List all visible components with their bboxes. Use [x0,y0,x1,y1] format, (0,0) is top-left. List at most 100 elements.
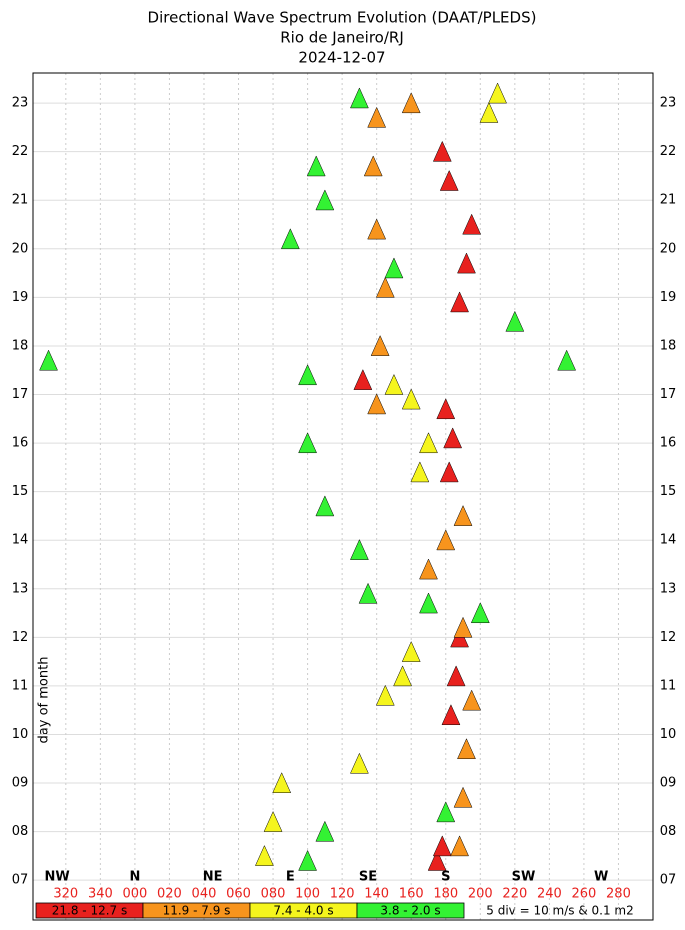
y-tick-label-right: 09 [660,776,677,791]
spectrum-peak [255,844,274,866]
y-tick-label: 19 [12,290,29,305]
legend-swatch [356,902,465,919]
spectrum-peak [446,665,466,687]
y-tick-label-right: 14 [660,533,677,548]
y-tick-label-right: 21 [660,193,677,208]
x-tick-label: 020 [157,887,182,902]
x-tick-label: 120 [330,887,355,902]
spectrum-peak [375,684,395,706]
spectrum-peak [315,495,335,517]
spectrum-peak [375,276,395,298]
y-tick-label: 17 [12,387,29,402]
spectrum-peak [401,641,421,662]
spectrum-peak [272,772,292,794]
x-tick-label: 000 [122,887,147,902]
x-tick-label: 040 [192,887,217,902]
spectrum-peak [432,140,452,162]
compass-label: N [129,870,140,885]
spectrum-peak [450,291,469,313]
y-tick-label-right: 08 [660,824,677,839]
spectrum-peak [419,432,438,454]
y-tick-label-right: 13 [660,581,677,596]
y-tick-label-right: 20 [660,241,677,256]
spectrum-peak [419,558,438,580]
compass-label: E [286,870,295,885]
x-tick-label: 060 [226,887,251,902]
compass-label: NW [45,870,70,885]
y-tick-label: 23 [12,96,29,111]
chart-title: Directional Wave Spectrum Evolution (DAA… [148,9,537,27]
x-tick-label: 240 [537,887,562,902]
y-tick-label: 10 [12,727,29,742]
spectrum-peak [457,252,476,274]
legend-label: 11.9 - 7.9 s [163,904,231,918]
spectrum-peak [315,820,335,842]
compass-label: W [594,870,608,885]
spectrum-peak [363,155,383,177]
spectrum-peak [353,369,373,390]
spectrum-peak [410,461,430,483]
spectrum-peak [384,257,404,279]
spectrum-peak [505,310,525,332]
spectrum-peak [462,689,482,711]
spectrum-peak [315,189,335,211]
x-tick-label: 260 [572,887,597,902]
spectrum-peak [436,529,456,551]
spectrum-peak [470,602,490,624]
y-tick-label-right: 17 [660,387,677,402]
spectrum-peak [488,82,507,104]
compass-label: SW [512,870,536,885]
y-tick-label: 12 [12,630,29,645]
compass-label: S [441,870,450,885]
compass-label: SE [359,870,377,885]
spectrum-peak [358,582,378,604]
spectrum-peak [439,461,459,483]
y-tick-label-right: 12 [660,630,677,645]
spectrum-peak [479,101,499,123]
y-tick-label-right: 10 [660,727,677,742]
spectrum-peak [462,213,482,235]
spectrum-peak [436,398,456,420]
spectrum-peak [401,388,421,410]
spectrum-peak [453,505,473,526]
x-tick-label: 100 [295,887,320,902]
spectrum-peak [298,849,317,871]
y-tick-label: 09 [12,776,29,791]
spectrum-peak [39,349,58,371]
spectrum-peak [441,704,461,726]
y-tick-label: 18 [12,338,29,353]
spectrum-peak [263,810,283,832]
spectrum-peak [298,364,317,386]
spectrum-peak [393,665,412,687]
y-tick-label: 08 [12,824,29,839]
spectrum-peak [280,228,300,250]
spectrum-peak [439,169,459,191]
spectrum-peak [350,539,369,560]
y-tick-label: 15 [12,484,29,499]
y-tick-label-right: 23 [660,96,677,111]
spectrum-peak [453,616,473,638]
x-tick-label: 080 [261,887,286,902]
spectrum-peak [370,335,390,356]
spectrum-peak [427,849,447,871]
y-tick-label: 20 [12,241,29,256]
chart-date: 2024-12-07 [298,49,385,67]
spectrum-peak [367,218,387,240]
spectrum-peak [350,752,369,774]
spectrum-peak [432,835,452,857]
spectrum-peak [367,106,387,128]
spectrum-peak [350,87,369,109]
y-tick-label: 14 [12,533,29,548]
compass-label: NE [203,870,223,885]
legend-label: 3.8 - 2.0 s [380,904,440,918]
spectrum-peak [557,349,577,371]
x-tick-label: 340 [88,887,113,902]
y-tick-label-right: 15 [660,484,677,499]
x-tick-label: 280 [606,887,631,902]
spectrum-peak [298,432,317,454]
x-tick-label: 180 [433,887,458,902]
spectrum-peak [401,92,421,114]
y-tick-label: 07 [12,873,29,888]
scale-note: 5 div = 10 m/s & 0.1 m2 [486,904,633,918]
